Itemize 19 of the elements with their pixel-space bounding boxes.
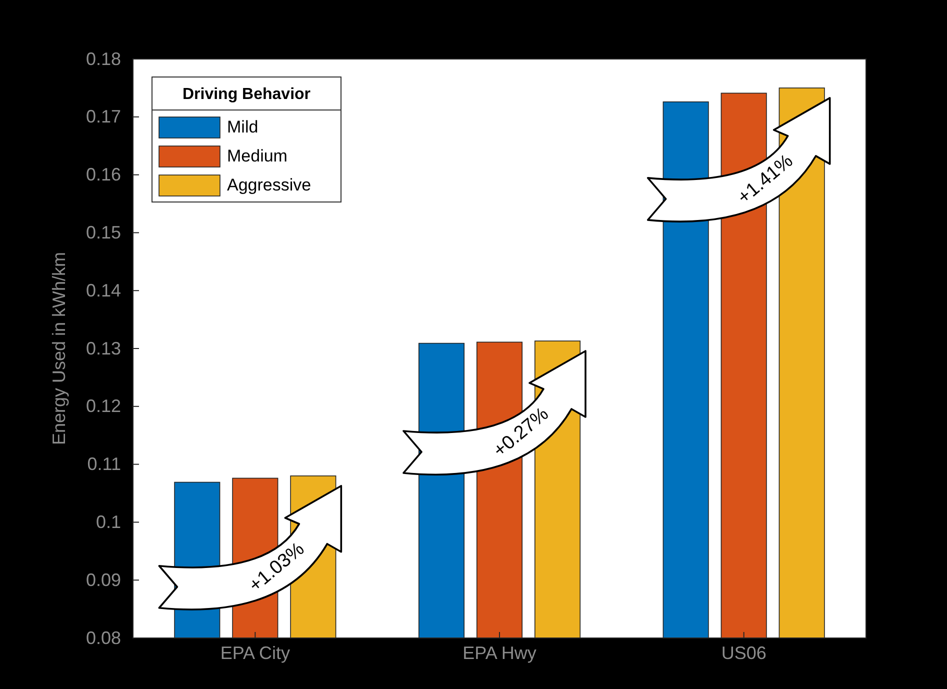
- y-tick-label: 0.12: [86, 396, 121, 416]
- x-tick-label: EPA Hwy: [462, 643, 536, 663]
- y-tick-label: 0.11: [87, 454, 121, 474]
- y-tick-label: 0.18: [86, 48, 121, 69]
- y-tick-label: 0.15: [86, 222, 121, 242]
- y-tick-label: 0.08: [86, 628, 121, 648]
- y-tick-label: 0.16: [86, 164, 121, 185]
- legend-label: Mild: [227, 117, 258, 136]
- y-tick-label: 0.13: [86, 338, 121, 358]
- legend-title: Driving Behavior: [182, 86, 311, 103]
- y-tick-label: 0.09: [86, 570, 121, 590]
- x-tick-label: US06: [721, 643, 766, 663]
- y-tick-label: 0.1: [96, 512, 121, 532]
- y-axis-title: Energy Used in kWh/km: [49, 252, 69, 446]
- y-tick-label: 0.14: [86, 280, 121, 300]
- legend-label: Aggressive: [227, 175, 312, 194]
- x-tick-label: EPA City: [220, 643, 290, 663]
- y-tick-label: 0.17: [86, 106, 121, 127]
- legend-label: Medium: [227, 146, 288, 166]
